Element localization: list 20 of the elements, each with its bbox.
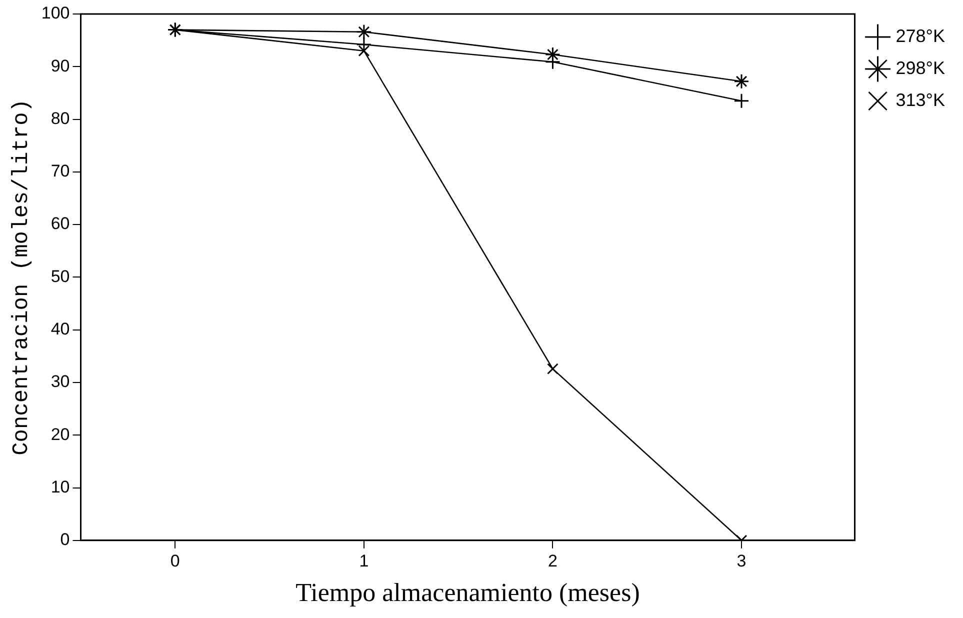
legend-label: 313°K: [896, 90, 946, 110]
y-tick-label: 30: [50, 372, 70, 392]
y-tick-label: 0: [60, 530, 70, 550]
x-axis-title: Tiempo almacenamiento (meses): [296, 578, 640, 608]
x-tick-label: 0: [170, 551, 180, 570]
y-axis-title: Concentracion (moles/litro): [9, 98, 34, 456]
x-tick-label: 2: [548, 551, 558, 570]
y-tick-label: 80: [50, 108, 70, 128]
y-tick-label: 10: [50, 477, 70, 496]
legend-label: 278°K: [896, 26, 946, 46]
y-tick-label: 50: [50, 266, 70, 286]
y-tick-label: 40: [50, 320, 70, 339]
y-tick-label: 60: [50, 214, 70, 234]
legend-label: 298°K: [896, 58, 946, 78]
y-tick-label: 70: [50, 162, 70, 181]
y-tick-label: 90: [50, 56, 70, 76]
y-tick-label: 20: [50, 424, 70, 444]
x-tick-label: 3: [736, 551, 746, 570]
y-tick-label: 100: [41, 4, 70, 23]
x-tick-label: 1: [359, 551, 369, 570]
